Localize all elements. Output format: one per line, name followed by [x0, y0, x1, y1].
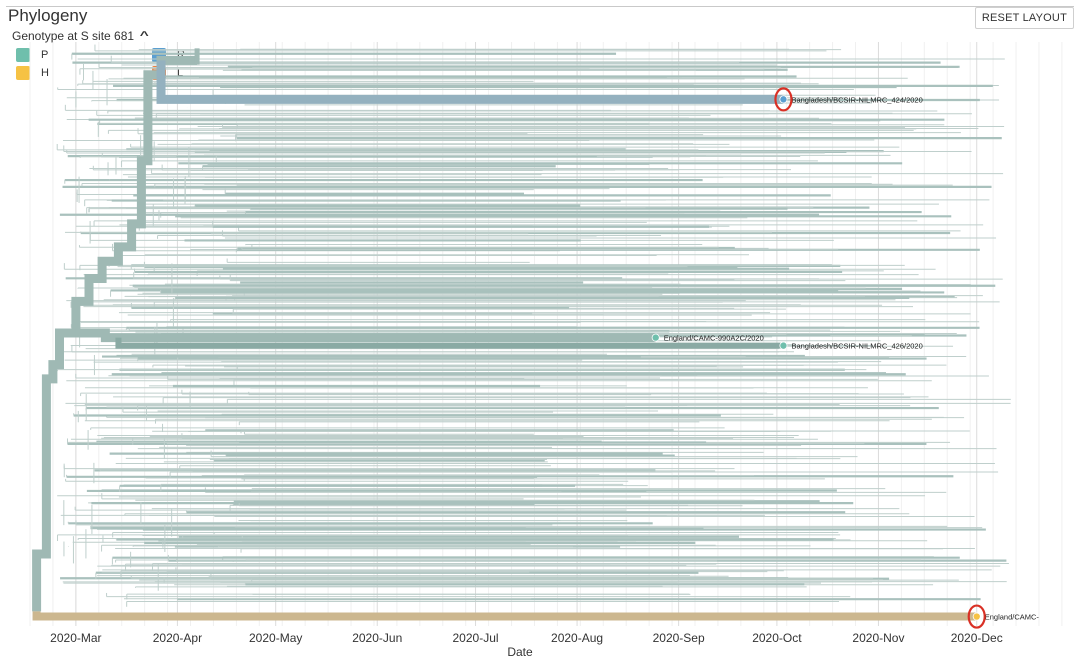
- x-tick-label: 2020-Oct: [752, 631, 802, 645]
- legend-title[interactable]: Genotype at S site 681 ^: [12, 29, 149, 43]
- legend-title-label: Genotype at S site 681: [12, 29, 135, 43]
- x-tick-label: 2020-Dec: [951, 631, 1003, 645]
- tip-marker[interactable]: [651, 333, 660, 342]
- x-tick-label: 2020-Jun: [352, 631, 402, 645]
- lineage-branch-426: [115, 337, 784, 349]
- legend-label-h: H: [41, 67, 49, 79]
- x-tick-label: 2020-Aug: [551, 631, 603, 645]
- highlight-circle: [967, 604, 986, 629]
- tree-backbone: [32, 55, 198, 612]
- legend-label-p: P: [41, 49, 49, 61]
- legend-swatch-h: [16, 66, 30, 80]
- legend-label-r: R: [177, 49, 185, 61]
- tip-marker[interactable]: [779, 341, 788, 350]
- tip-marker[interactable]: [779, 95, 788, 104]
- tip-label: Bangladesh/BCSIR-NILMRC_426/2020: [791, 342, 922, 351]
- x-tick-label: 2020-Sep: [653, 631, 705, 645]
- x-tick-label: 2020-May: [249, 631, 302, 645]
- panel-title: Phylogeny: [8, 6, 88, 25]
- tip-label: England/CAMC-: [985, 613, 1040, 622]
- top-divider: [6, 6, 1074, 7]
- thin-branches: [56, 44, 1011, 607]
- x-tick-label: 2020-Jul: [453, 631, 499, 645]
- tip-label: Bangladesh/BCSIR-NILMRC_424/2020: [791, 95, 922, 104]
- tip-marker[interactable]: [972, 612, 981, 621]
- x-tick-label: 2020-Nov: [852, 631, 904, 645]
- lineage-branch-424: [156, 60, 784, 104]
- chevron-up-icon[interactable]: ^: [139, 30, 149, 42]
- x-axis-title: Date: [507, 645, 533, 657]
- x-tick-label: 2020-Apr: [153, 631, 202, 645]
- highlight-circle: [774, 87, 793, 112]
- legend-swatch-p: [16, 48, 30, 62]
- legend-item-p[interactable]: P: [16, 48, 48, 62]
- legend-item-h[interactable]: H: [16, 66, 49, 80]
- lineage-branch-camc: [32, 611, 977, 621]
- legend-label-l: L: [177, 67, 184, 79]
- lineage-branch-990a2c: [75, 328, 656, 343]
- x-tick-label: 2020-Mar: [50, 631, 101, 645]
- tip-label: England/CAMC-990A2C/2020: [664, 334, 764, 343]
- reset-layout-button[interactable]: RESET LAYOUT: [974, 7, 1074, 29]
